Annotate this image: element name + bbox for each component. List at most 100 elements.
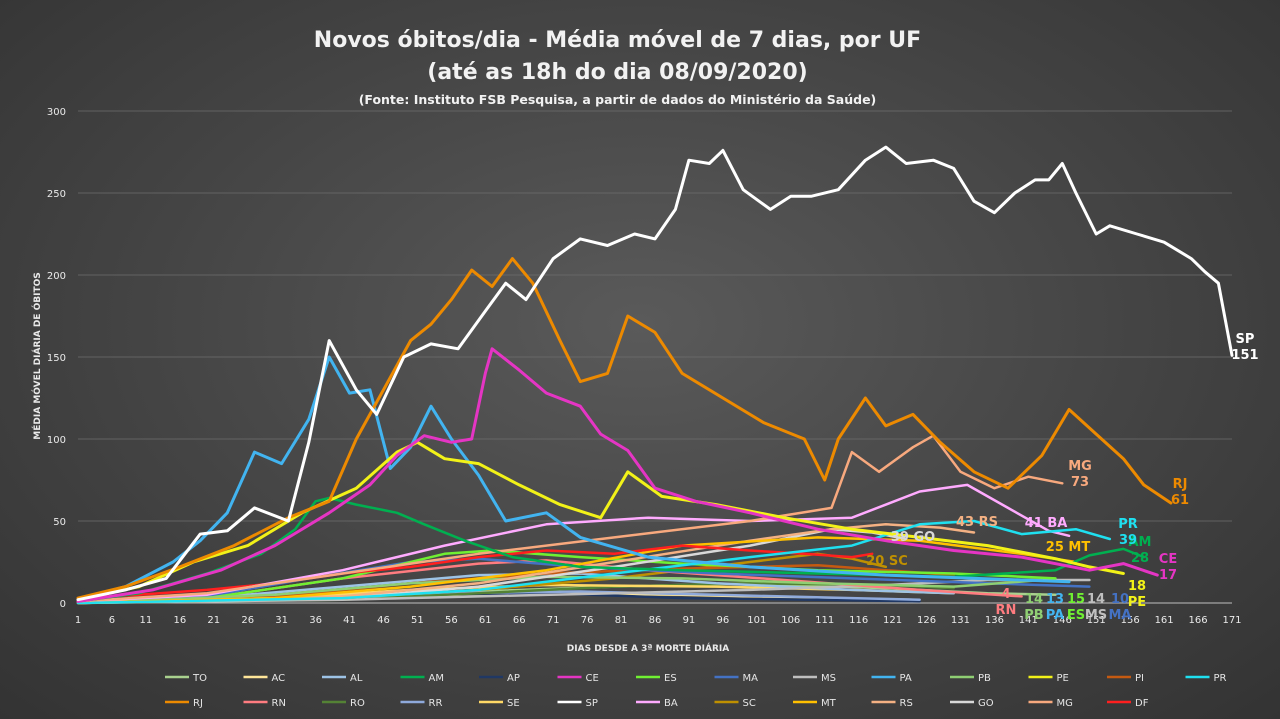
series-line-sp — [76, 145, 1234, 602]
legend-label: AL — [350, 673, 363, 684]
legend-label: TO — [192, 673, 207, 684]
x-tick-label: 61 — [479, 615, 492, 626]
x-tick-label: 136 — [985, 615, 1004, 626]
legend-label: MT — [821, 698, 837, 709]
x-tick-label: 1 — [75, 615, 81, 626]
chart-title: Novos óbitos/dia - Média móvel de 7 dias… — [313, 28, 922, 53]
legend-label: PA — [900, 673, 912, 684]
end-label-pb: 14 PB — [1024, 592, 1043, 623]
series-line-rj — [76, 257, 1173, 600]
legend-item-ac: AC — [243, 673, 285, 684]
legend-item-mt: MT — [793, 698, 837, 709]
x-tick-label: 56 — [445, 615, 458, 626]
series-line-mg — [76, 434, 1064, 603]
legend-label: SE — [507, 698, 520, 709]
legend-label: PI — [1135, 673, 1144, 684]
x-tick-label: 76 — [581, 615, 594, 626]
y-tick-label: 150 — [47, 353, 66, 364]
series-line-ce — [76, 347, 1159, 603]
legend-item-mg: MG — [1028, 698, 1073, 709]
legend: TO AC AL AM AP CE ES MA MS PA PB PE PI PR RJ RN RO RR SE SP… — [165, 673, 1227, 709]
x-tick-label: 131 — [951, 615, 970, 626]
x-tick-label: 156 — [1121, 615, 1140, 626]
legend-label: MG — [1057, 698, 1073, 709]
end-label-pr: PR 39 — [1118, 517, 1138, 548]
end-label-es: 15 ES — [1067, 592, 1085, 623]
legend-item-go: GO — [950, 698, 994, 709]
end-label-ma: 10 MA — [1109, 592, 1132, 623]
x-tick-label: 171 — [1222, 615, 1241, 626]
series-lines — [76, 145, 1234, 605]
x-tick-label: 121 — [883, 615, 902, 626]
end-label-rs: 43 RS — [956, 515, 998, 530]
legend-label: RN — [272, 698, 286, 709]
legend-item-sc: SC — [714, 698, 756, 709]
x-tick-label: 6 — [109, 615, 115, 626]
legend-item-pi: PI — [1107, 673, 1144, 684]
legend-item-ap: AP — [479, 673, 520, 684]
legend-item-es: ES — [636, 673, 677, 684]
legend-label: AP — [507, 673, 520, 684]
chart-subtitle: (até as 18h do dia 08/09/2020) — [427, 60, 808, 85]
end-label-ms: 14 MS — [1085, 592, 1107, 623]
end-label-pa: 13 PA — [1046, 592, 1064, 623]
end-label-sp: SP 151 — [1231, 332, 1258, 363]
x-tick-label: 81 — [615, 615, 628, 626]
x-tick-label: 51 — [411, 615, 424, 626]
x-tick-label: 16 — [173, 615, 186, 626]
series-line-ms — [76, 578, 1091, 605]
y-tick-label: 100 — [47, 435, 66, 446]
series-line-pi — [76, 564, 955, 605]
legend-label: PR — [1214, 673, 1227, 684]
legend-item-ro: RO — [322, 698, 365, 709]
x-tick-label: 46 — [377, 615, 390, 626]
legend-label: MA — [743, 673, 759, 684]
series-line-pr — [76, 519, 1112, 605]
legend-item-am: AM — [400, 673, 444, 684]
legend-item-pa: PA — [871, 673, 912, 684]
legend-label: ES — [664, 673, 677, 684]
x-tick-label: 36 — [309, 615, 322, 626]
x-tick-label: 66 — [513, 615, 526, 626]
legend-label: SP — [586, 698, 598, 709]
x-tick-label: 21 — [207, 615, 220, 626]
x-tick-label: 151 — [1087, 615, 1106, 626]
end-label-ba: 41 BA — [1025, 516, 1068, 531]
legend-item-pr: PR — [1185, 673, 1227, 684]
legend-item-df: DF — [1107, 698, 1149, 709]
gridlines — [78, 110, 1232, 522]
x-tick-label: 116 — [849, 615, 868, 626]
y-tick-label: 200 — [47, 271, 66, 282]
end-label-am: AM 28 — [1129, 535, 1152, 566]
legend-item-se: SE — [479, 698, 520, 709]
x-tick-label: 161 — [1155, 615, 1174, 626]
y-tick-label: 0 — [60, 599, 66, 610]
y-tick-label: 250 — [47, 189, 66, 200]
end-label-mg: MG 73 — [1068, 459, 1092, 490]
x-tick-label: 91 — [683, 615, 696, 626]
x-tick-label: 31 — [275, 615, 288, 626]
x-tick-label: 126 — [917, 615, 936, 626]
x-tick-label: 86 — [649, 615, 662, 626]
legend-label: SC — [743, 698, 756, 709]
legend-label: BA — [664, 698, 678, 709]
end-label-sc: 20 SC — [866, 554, 908, 569]
legend-label: RO — [350, 698, 365, 709]
x-tick-label: 166 — [1189, 615, 1208, 626]
end-label-go: 39 GO — [891, 530, 935, 545]
legend-item-rs: RS — [871, 698, 913, 709]
legend-item-ma: MA — [714, 673, 759, 684]
legend-label: GO — [978, 698, 994, 709]
end-label-mt: 25 MT — [1046, 540, 1091, 555]
x-tick-label: 146 — [1053, 615, 1072, 626]
x-tick-label: 106 — [781, 615, 800, 626]
x-tick-label: 101 — [747, 615, 766, 626]
y-tick-label: 50 — [53, 517, 66, 528]
legend-label: RJ — [193, 698, 203, 709]
series-line-pb — [76, 575, 1044, 605]
y-axis-label: MÉDIA MÓVEL DIÁRIA DE ÓBITOS — [31, 272, 43, 439]
end-label-rn: 4 RN — [996, 587, 1017, 618]
x-tick-label: 96 — [717, 615, 730, 626]
